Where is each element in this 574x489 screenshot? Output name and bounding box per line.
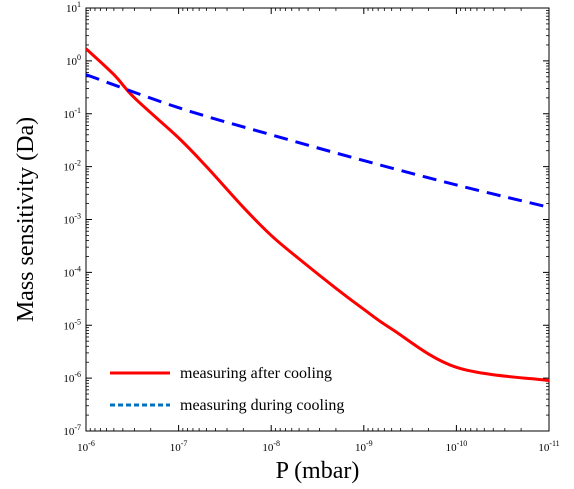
y-axis-label: Mass sensitivity (Da) [13, 117, 39, 322]
legend-label-1: measuring after cooling [180, 365, 332, 382]
y-tick-label: 100 [66, 53, 81, 68]
y-tick-label: 10-3 [63, 212, 81, 227]
x-tick-label: 10-11 [538, 439, 559, 454]
y-tick-label: 10-4 [63, 264, 81, 279]
y-tick-label: 10-1 [63, 106, 81, 121]
y-tick-label: 10-7 [63, 423, 81, 438]
x-axis: 10-6 10-7 10-8 10-9 10-10 10-11 [77, 8, 560, 454]
x-tick-label: 10-7 [170, 439, 188, 454]
x-axis-label: P (mbar) [276, 458, 360, 484]
y-tick-label: 10-5 [63, 317, 81, 332]
series-line-1 [86, 47, 549, 383]
legend-label-2: measuring during cooling [180, 397, 344, 414]
x-tick-label: 10-9 [355, 439, 373, 454]
y-axis: 101 100 10-1 10-2 10-3 10-4 10-5 10-6 10-7 [63, 0, 549, 438]
y-tick-label: 101 [66, 0, 81, 15]
series-group [86, 47, 549, 383]
x-tick-label: 10-8 [262, 439, 280, 454]
y-tick-label: 10-6 [63, 370, 81, 385]
series-line-2 [86, 73, 549, 209]
legend: measuring after cooling measuring during … [110, 365, 344, 414]
x-tick-label: 10-6 [77, 439, 95, 454]
x-tick-label: 10-10 [446, 439, 468, 454]
y-tick-label: 10-2 [63, 159, 81, 174]
